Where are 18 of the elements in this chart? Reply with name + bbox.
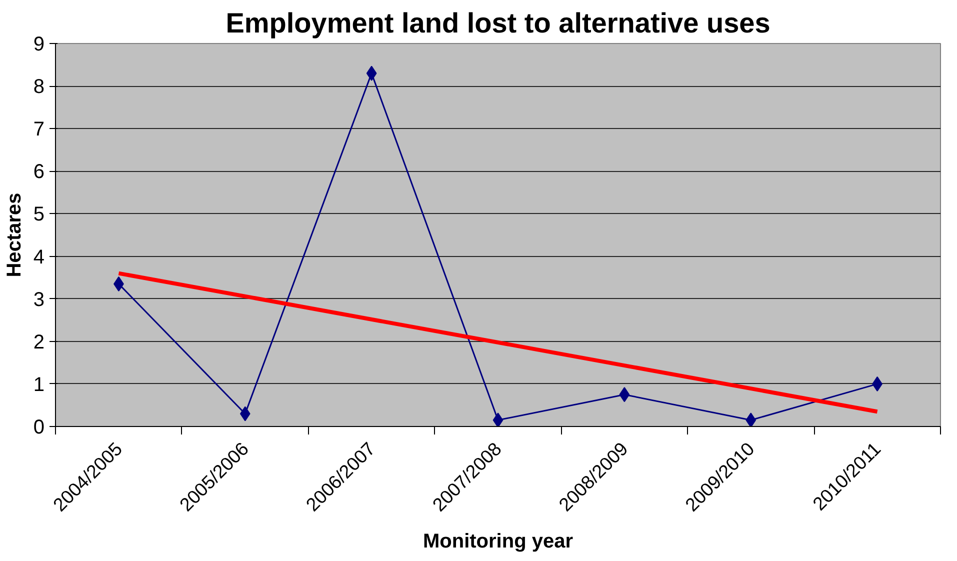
y-tick-label: 0 — [33, 416, 44, 438]
y-tick-label: 4 — [33, 246, 44, 268]
point — [492, 412, 504, 426]
x-axis-title: Monitoring year — [422, 530, 574, 553]
y-tick-label: 7 — [33, 118, 44, 141]
chart-title: Employment land lost to alternative uses — [226, 8, 770, 38]
y-tick-label: 5 — [33, 204, 44, 226]
point — [240, 406, 250, 422]
point — [746, 412, 756, 426]
y-tick-label: 2 — [33, 331, 44, 354]
y-tick-label: 9 — [33, 34, 44, 56]
y-tick-label: 8 — [33, 76, 44, 98]
y-tick-label: 3 — [33, 288, 44, 311]
point — [366, 66, 377, 81]
y-tick-label: 6 — [33, 161, 44, 184]
point — [619, 387, 630, 402]
y-axis-title: Hectares — [3, 192, 26, 278]
y-tick-label: 1 — [33, 374, 44, 396]
